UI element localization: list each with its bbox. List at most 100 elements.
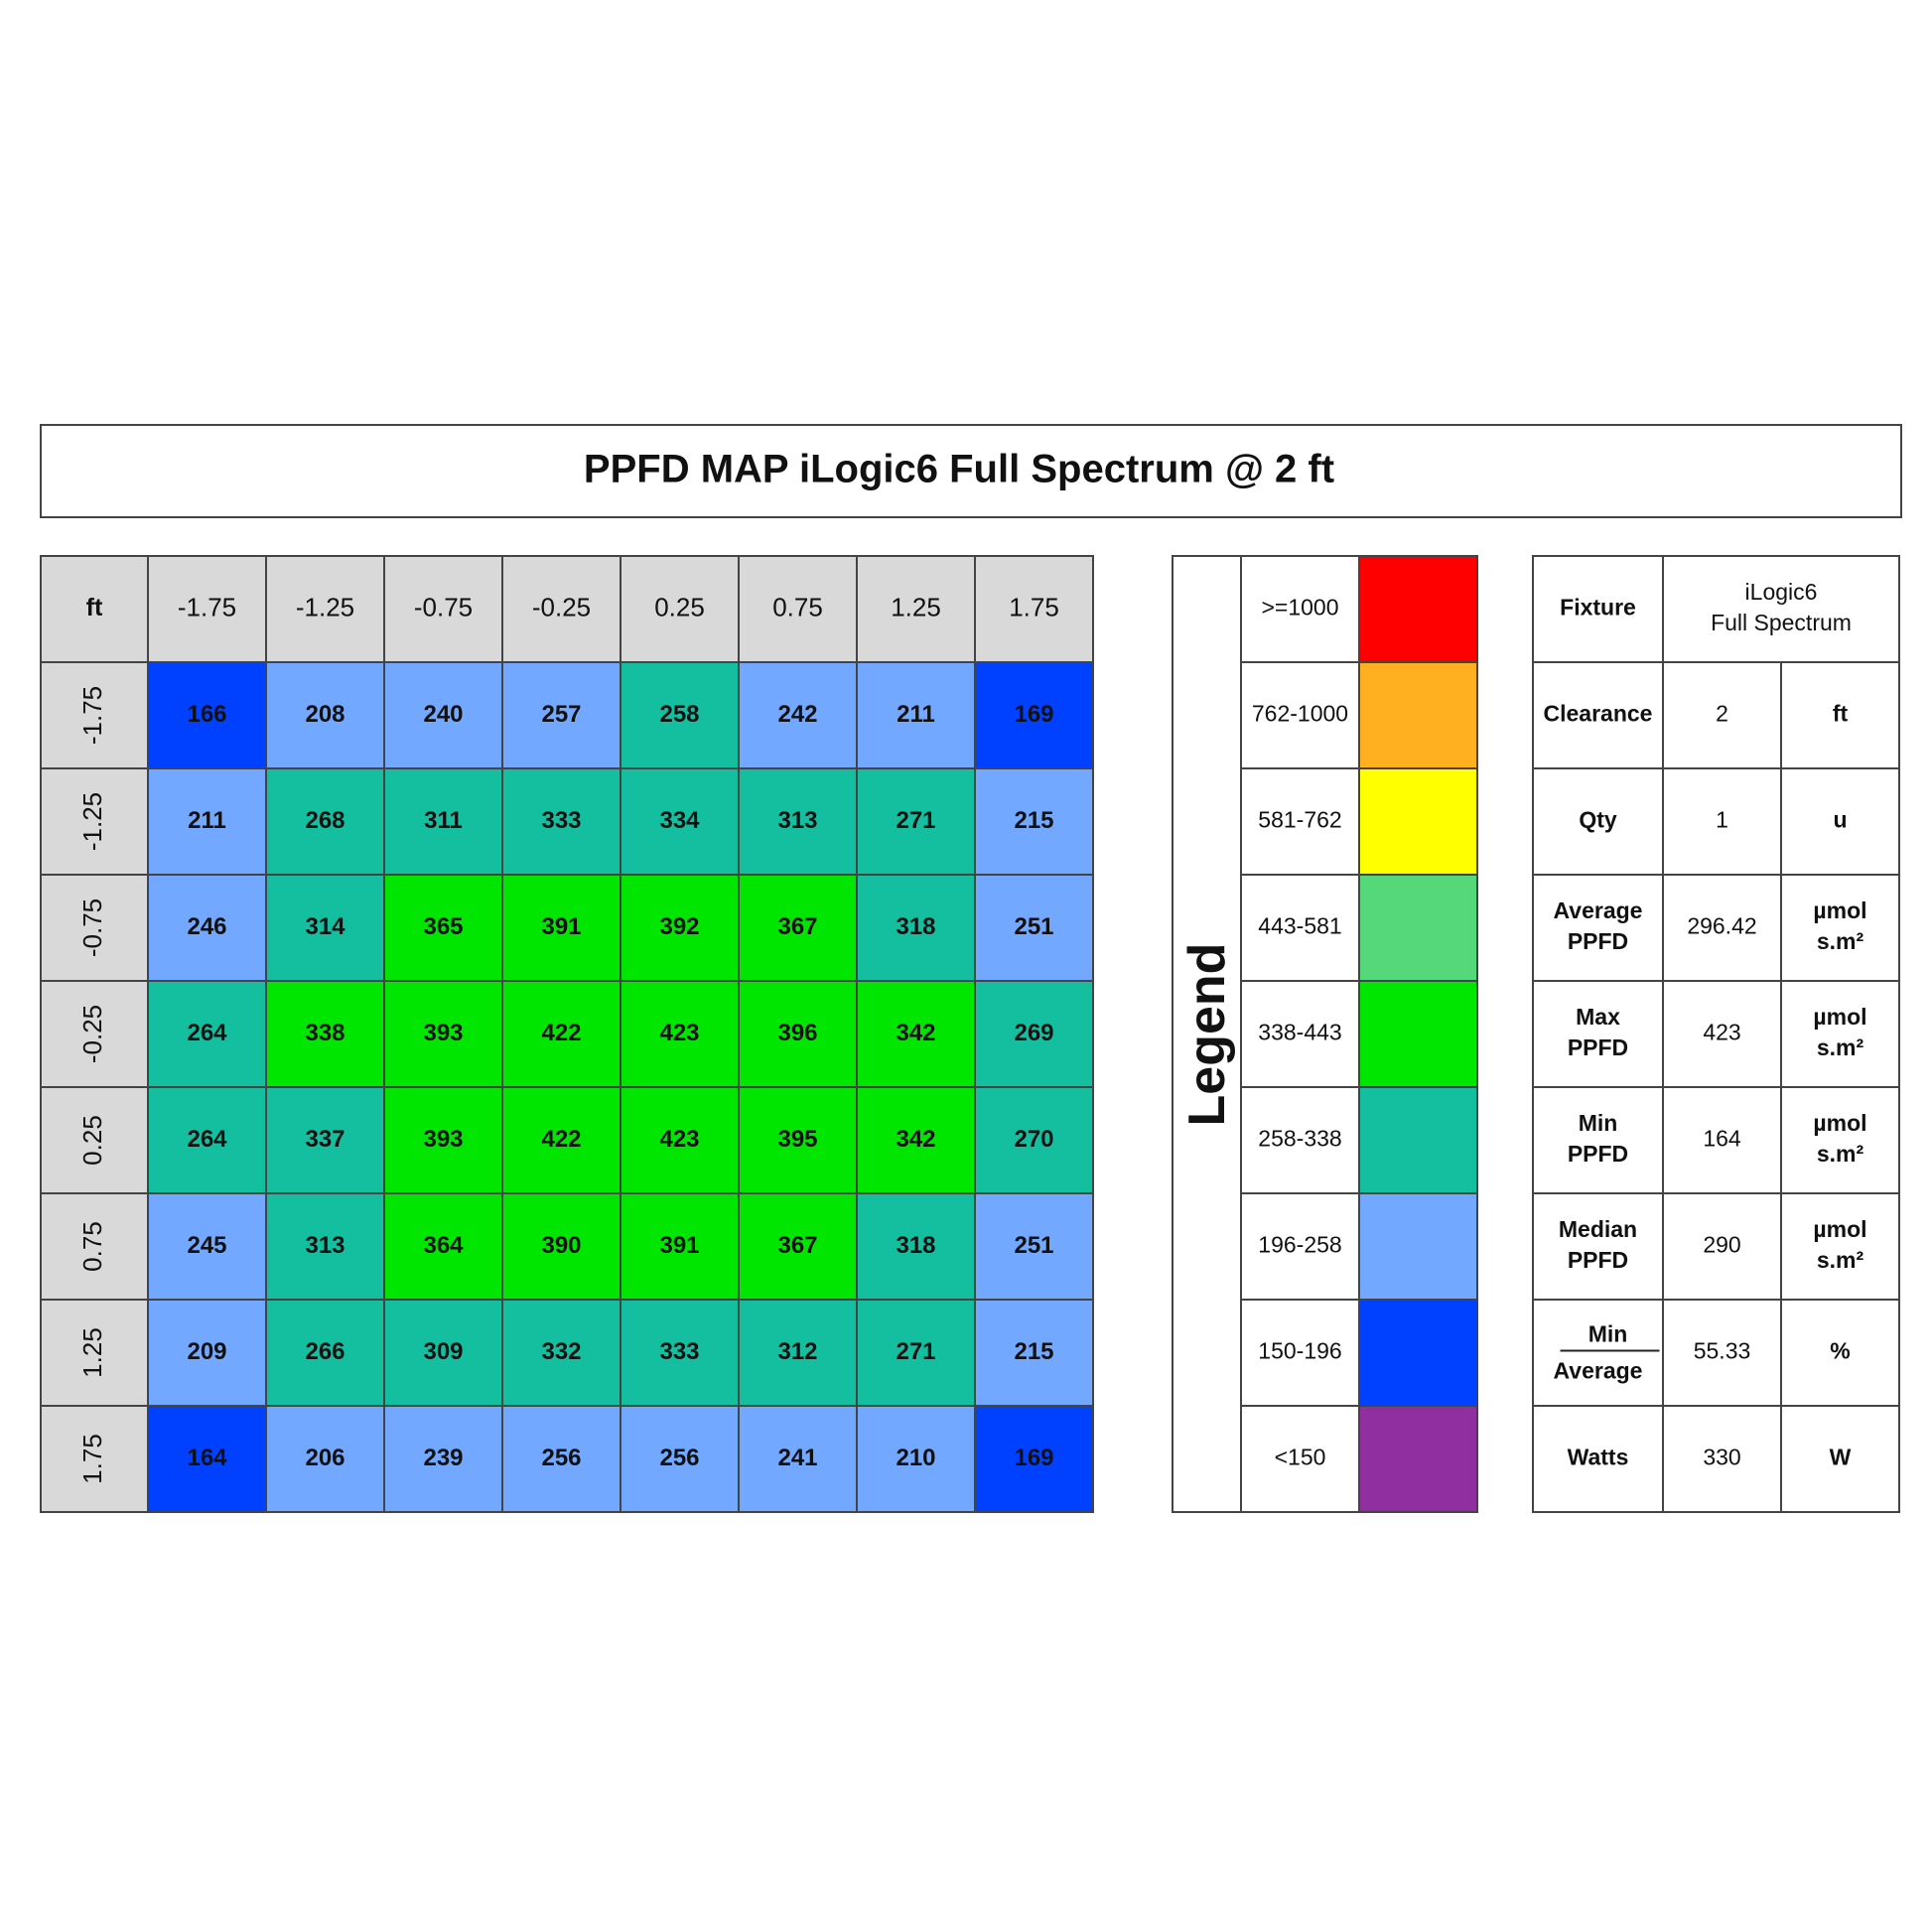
spec-unit-cell (1780, 767, 1900, 876)
column-label: 1.75 (1009, 592, 1059, 621)
ppfd-value: 242 (777, 701, 817, 728)
ppfd-value: 166 (187, 701, 226, 728)
spec-value: 164 (1703, 1126, 1741, 1152)
ppfd-value: 258 (659, 701, 699, 728)
ppfd-cell (974, 1086, 1094, 1194)
ppfd-cell (620, 661, 740, 769)
legend-range: 443-581 (1258, 913, 1341, 939)
legend-range: 196-258 (1258, 1232, 1341, 1258)
ppfd-cell (856, 661, 976, 769)
spec-label-cell (1532, 1299, 1664, 1407)
ppfd-cell (147, 1086, 267, 1194)
ppfd-value: 257 (541, 701, 581, 728)
ppfd-value: 312 (777, 1338, 817, 1365)
ppfd-value: 396 (777, 1020, 817, 1046)
spec-value: 2 (1716, 701, 1728, 727)
ppfd-cell (147, 767, 267, 876)
spec-label: PPFD (1568, 1035, 1628, 1060)
legend-range: 581-762 (1258, 807, 1341, 833)
spec-unit: W (1830, 1445, 1852, 1470)
corner-label: ft (86, 594, 103, 621)
ppfd-cell (265, 1086, 385, 1194)
spec-label-denominator: Average (1554, 1358, 1643, 1384)
spec-label: PPFD (1568, 1247, 1628, 1273)
ppfd-cell (383, 1086, 503, 1194)
row-label: -0.75 (77, 898, 107, 957)
ppfd-cell (501, 980, 621, 1088)
ppfd-cell (974, 661, 1094, 769)
ppfd-value: 391 (541, 913, 581, 940)
spec-label-cell (1532, 1192, 1664, 1301)
spec-label: Qty (1579, 807, 1617, 833)
spec-unit: % (1830, 1338, 1850, 1364)
legend-swatch (1358, 980, 1478, 1088)
ppfd-cell (738, 1086, 858, 1194)
ppfd-value: 333 (659, 1338, 699, 1365)
spec-unit-cell (1780, 1192, 1900, 1301)
ppfd-cell (383, 1405, 503, 1513)
spec-label: Max (1576, 1004, 1620, 1030)
spec-unit-cell (1780, 980, 1900, 1088)
ppfd-cell (620, 1299, 740, 1407)
ppfd-value: 251 (1014, 1232, 1053, 1259)
legend-range: 150-196 (1258, 1338, 1341, 1364)
ppfd-value: 210 (896, 1445, 935, 1471)
row-label: 1.25 (77, 1327, 107, 1378)
row-label: -1.75 (77, 686, 107, 745)
spec-value-cell (1662, 767, 1782, 876)
spec-unit: s.m² (1817, 1141, 1864, 1167)
ppfd-cell (620, 1405, 740, 1513)
ppfd-value: 266 (305, 1338, 345, 1365)
ppfd-cell (856, 874, 976, 982)
legend-swatch (1358, 1405, 1478, 1513)
ppfd-value: 332 (541, 1338, 581, 1365)
title: PPFD MAP iLogic6 Full Spectrum @ 2 ft (584, 448, 1334, 491)
ppfd-value: 206 (305, 1445, 345, 1471)
spec-label: Median (1559, 1216, 1637, 1242)
column-header (501, 555, 621, 663)
spec-value: 296.42 (1687, 913, 1756, 939)
legend-range-cell (1240, 1299, 1360, 1407)
legend-range: 762-1000 (1252, 701, 1348, 727)
title-box (40, 424, 1902, 518)
ppfd-value: 423 (659, 1020, 699, 1046)
ppfd-cell (147, 1405, 267, 1513)
spec-label: PPFD (1568, 1141, 1628, 1167)
spec-unit-cell (1780, 661, 1900, 769)
spec-label-cell (1532, 980, 1664, 1088)
ppfd-cell (265, 874, 385, 982)
ppfd-value: 271 (896, 1338, 935, 1365)
ppfd-value: 422 (541, 1020, 581, 1046)
spec-value: 55.33 (1694, 1338, 1751, 1364)
spec-label-cell (1532, 1405, 1664, 1513)
ppfd-cell (974, 874, 1094, 982)
ppfd-value: 211 (897, 701, 935, 728)
ppfd-cell (620, 980, 740, 1088)
column-label: -0.75 (414, 592, 473, 621)
ppfd-value: 364 (423, 1232, 464, 1259)
ppfd-value: 209 (187, 1338, 226, 1365)
legend-range: >=1000 (1261, 595, 1338, 621)
legend-range: 338-443 (1258, 1020, 1341, 1045)
column-label: -1.25 (296, 592, 354, 621)
ppfd-value: 334 (659, 807, 700, 834)
ppfd-value: 211 (188, 807, 226, 834)
spec-unit: s.m² (1817, 1035, 1864, 1060)
spec-label: PPFD (1568, 928, 1628, 954)
spec-unit: µmol (1813, 1004, 1866, 1030)
ppfd-value: 256 (659, 1445, 699, 1471)
spec-unit: µmol (1813, 1110, 1866, 1136)
column-label: -1.75 (178, 592, 236, 621)
ppfd-cell (383, 1299, 503, 1407)
ppfd-value: 423 (659, 1126, 699, 1153)
ppfd-cell (974, 1299, 1094, 1407)
ppfd-value: 309 (423, 1338, 463, 1365)
ppfd-value: 367 (777, 1232, 817, 1259)
ppfd-value: 395 (777, 1126, 817, 1153)
ppfd-cell (265, 1405, 385, 1513)
ppfd-value: 318 (896, 913, 935, 940)
ppfd-value: 241 (777, 1445, 817, 1471)
spec-value-cell (1662, 661, 1782, 769)
